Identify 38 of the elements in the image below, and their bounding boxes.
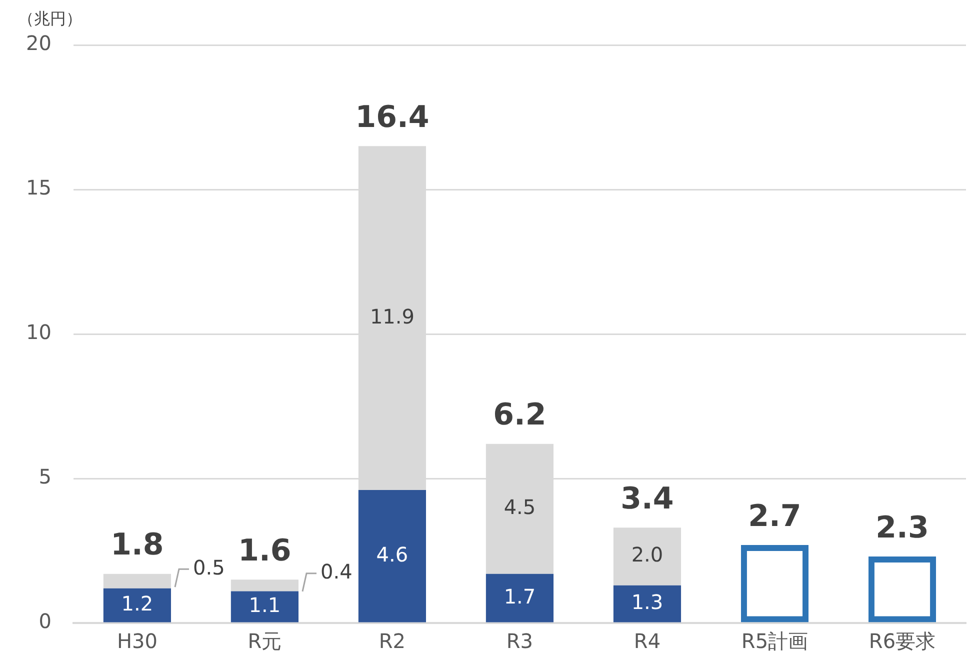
y-tick-label: 10 xyxy=(26,320,52,344)
total-label: 6.2 xyxy=(493,398,546,433)
data-label: 0.4 xyxy=(320,560,352,584)
data-label: 2.0 xyxy=(631,542,664,567)
y-tick-label: 5 xyxy=(38,464,52,489)
x-tick-label: R3 xyxy=(506,629,534,654)
data-label: 11.9 xyxy=(370,304,414,328)
x-tick-label: R元 xyxy=(248,629,282,654)
x-tick-label: R4 xyxy=(634,629,661,654)
bar xyxy=(613,585,682,622)
bar xyxy=(230,591,298,622)
y-tick-label: 20 xyxy=(26,31,52,56)
data-label: 1.7 xyxy=(504,584,536,608)
data-label: 0.5 xyxy=(192,555,225,580)
data-label: 1.1 xyxy=(248,592,281,617)
x-tick-label: R6要求 xyxy=(868,629,936,654)
bar xyxy=(103,574,171,588)
data-label: 1.3 xyxy=(631,590,664,614)
y-tick-label: 0 xyxy=(38,609,52,634)
y-axis-title: （兆円） xyxy=(18,9,82,28)
total-label: 16.4 xyxy=(355,100,430,135)
total-label: 2.3 xyxy=(876,510,929,546)
x-tick-label: R2 xyxy=(378,629,406,654)
x-tick-label: H30 xyxy=(116,629,158,654)
bar xyxy=(613,528,682,586)
bar xyxy=(486,574,554,622)
data-label: 4.5 xyxy=(504,495,536,520)
bar xyxy=(230,580,298,592)
total-label: 2.7 xyxy=(748,498,802,534)
x-tick-label: R5計画 xyxy=(741,629,808,654)
total-label: 1.8 xyxy=(110,528,164,563)
data-label: 4.6 xyxy=(376,542,408,566)
total-label: 3.4 xyxy=(620,481,674,516)
data-label: 1.2 xyxy=(121,591,154,616)
y-tick-label: 15 xyxy=(26,176,52,200)
bar xyxy=(358,490,426,622)
bar xyxy=(103,588,171,622)
total-label: 1.6 xyxy=(238,533,292,568)
